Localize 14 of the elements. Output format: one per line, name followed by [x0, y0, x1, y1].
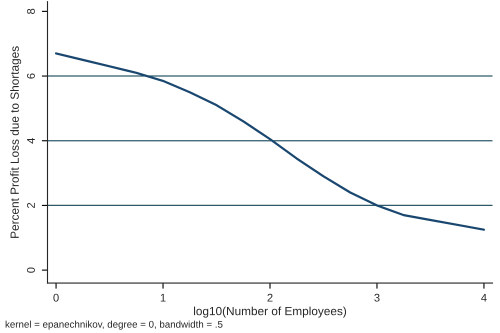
- y-tick-label: 4: [27, 138, 35, 144]
- x-tick-label: 3: [374, 294, 380, 302]
- y-tick-label: 8: [27, 8, 35, 14]
- text: kernel = epanechnikov, degree = 0, bandwidth = .5: [6, 320, 223, 330]
- y-tick-label: 0: [27, 267, 35, 273]
- x-tick-label: 1: [160, 294, 166, 302]
- y-axis-title: Percent Profit Loss due to Shortages: [10, 46, 22, 238]
- x-axis-title: log10(Number of Employees): [194, 306, 346, 318]
- y-tick-label: 2: [27, 202, 35, 208]
- x-tick-label: 4: [481, 294, 487, 302]
- y-tick-label: 6: [27, 73, 35, 79]
- x-tick-label: 2: [267, 294, 273, 302]
- line-series: [54, 52, 486, 231]
- x-tick-label: 0: [53, 294, 59, 302]
